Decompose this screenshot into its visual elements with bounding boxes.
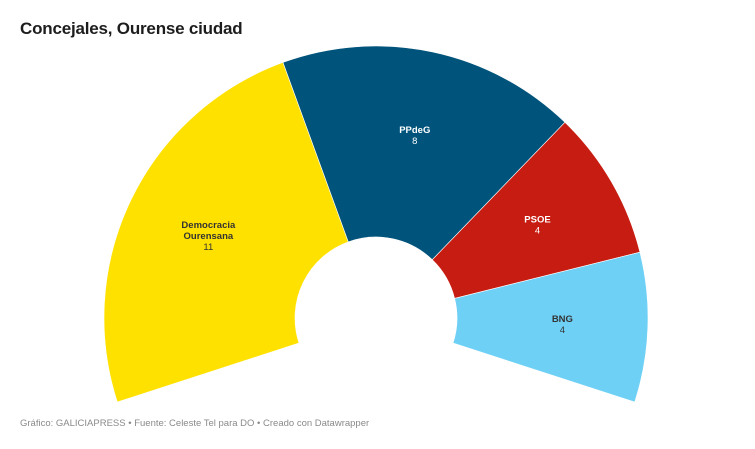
chart-title: Concejales, Ourense ciudad: [20, 19, 243, 38]
segment-bng: [452, 251, 649, 403]
segment-democracia-ourensana: [103, 62, 349, 403]
segment-label: BNG 4: [552, 314, 573, 336]
segment-ppdeg: [282, 45, 566, 261]
segment-psoe: [431, 121, 641, 299]
chart-footer: Gráfico: GALICIAPRESS • Fuente: Celeste …: [20, 418, 370, 429]
segment-label: PPdeG 8: [399, 125, 430, 147]
segment-label: Democracia Ourensana 11: [181, 220, 236, 253]
segment-label: PSOE 4: [524, 214, 550, 236]
